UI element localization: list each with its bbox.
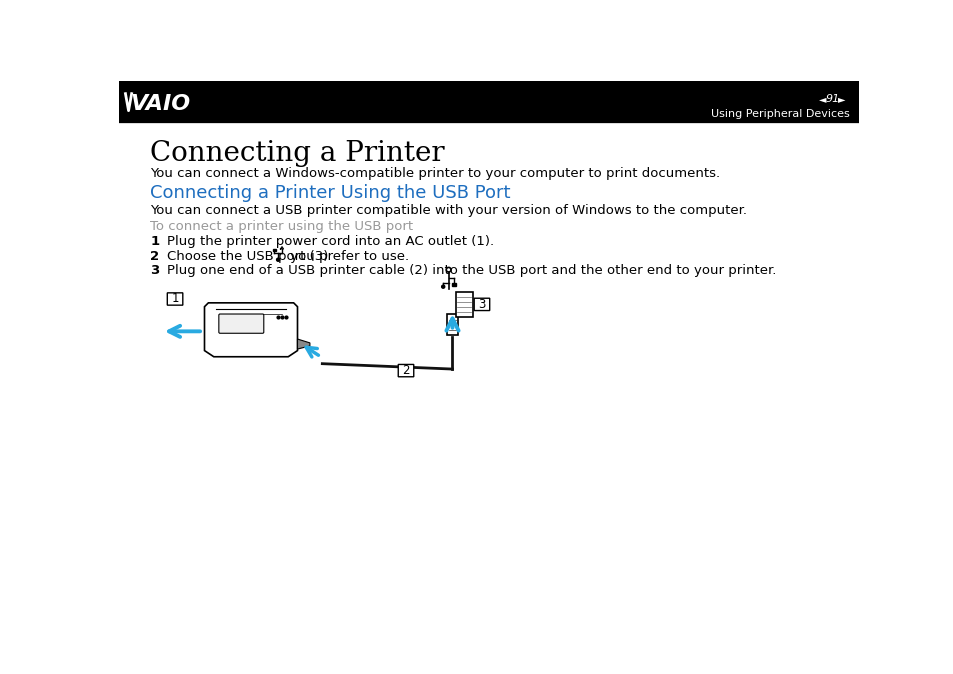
Circle shape [276, 258, 279, 262]
Text: 3: 3 [477, 298, 485, 311]
Text: 2: 2 [150, 251, 159, 264]
FancyBboxPatch shape [474, 298, 489, 311]
Circle shape [441, 285, 444, 288]
FancyBboxPatch shape [167, 293, 183, 305]
Text: You can connect a USB printer compatible with your version of Windows to the com: You can connect a USB printer compatible… [150, 204, 746, 217]
Text: Using Peripheral Devices: Using Peripheral Devices [710, 109, 848, 119]
Text: ◄: ◄ [819, 94, 826, 104]
Text: Connecting a Printer Using the USB Port: Connecting a Printer Using the USB Port [150, 184, 510, 202]
Text: VAIO: VAIO [130, 94, 190, 115]
Bar [273, 249, 275, 251]
Text: Plug the printer power cord into an AC outlet (1).: Plug the printer power cord into an AC o… [167, 235, 494, 248]
Bar [119, 81, 858, 123]
Bar [456, 292, 472, 317]
Text: you prefer to use.: you prefer to use. [286, 251, 409, 264]
Text: ►: ► [837, 94, 844, 104]
Text: 1: 1 [172, 293, 178, 305]
Text: You can connect a Windows-compatible printer to your computer to print documents: You can connect a Windows-compatible pri… [150, 167, 720, 181]
Text: Connecting a Printer: Connecting a Printer [150, 140, 444, 167]
FancyBboxPatch shape [218, 314, 264, 333]
Text: To connect a printer using the USB port: To connect a printer using the USB port [150, 220, 413, 233]
Text: 3: 3 [150, 264, 159, 277]
Text: Plug one end of a USB printer cable (2) into the USB port and the other end to y: Plug one end of a USB printer cable (2) … [167, 264, 776, 277]
FancyBboxPatch shape [397, 365, 414, 377]
Polygon shape [204, 303, 297, 357]
Text: 2: 2 [402, 364, 410, 377]
Bar [447, 313, 457, 335]
Text: 91: 91 [824, 94, 839, 104]
Polygon shape [297, 339, 310, 349]
Bar [452, 283, 456, 286]
Text: Choose the USB port (3): Choose the USB port (3) [167, 251, 333, 264]
Text: 1: 1 [150, 235, 159, 248]
